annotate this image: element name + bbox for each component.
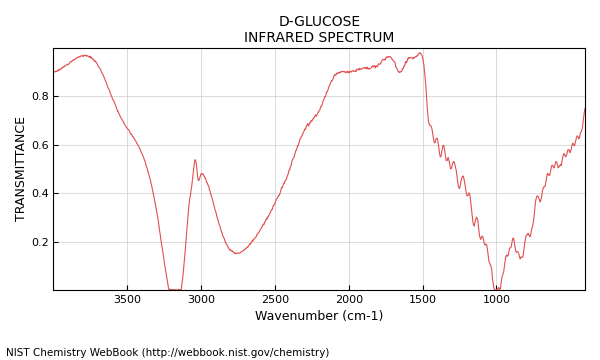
Y-axis label: TRANSMITTANCE: TRANSMITTANCE (15, 116, 28, 221)
X-axis label: Wavenumber (cm-1): Wavenumber (cm-1) (255, 310, 383, 323)
Text: NIST Chemistry WebBook (http://webbook.nist.gov/chemistry): NIST Chemistry WebBook (http://webbook.n… (6, 348, 329, 358)
Title: D-GLUCOSE
INFRARED SPECTRUM: D-GLUCOSE INFRARED SPECTRUM (244, 15, 394, 45)
